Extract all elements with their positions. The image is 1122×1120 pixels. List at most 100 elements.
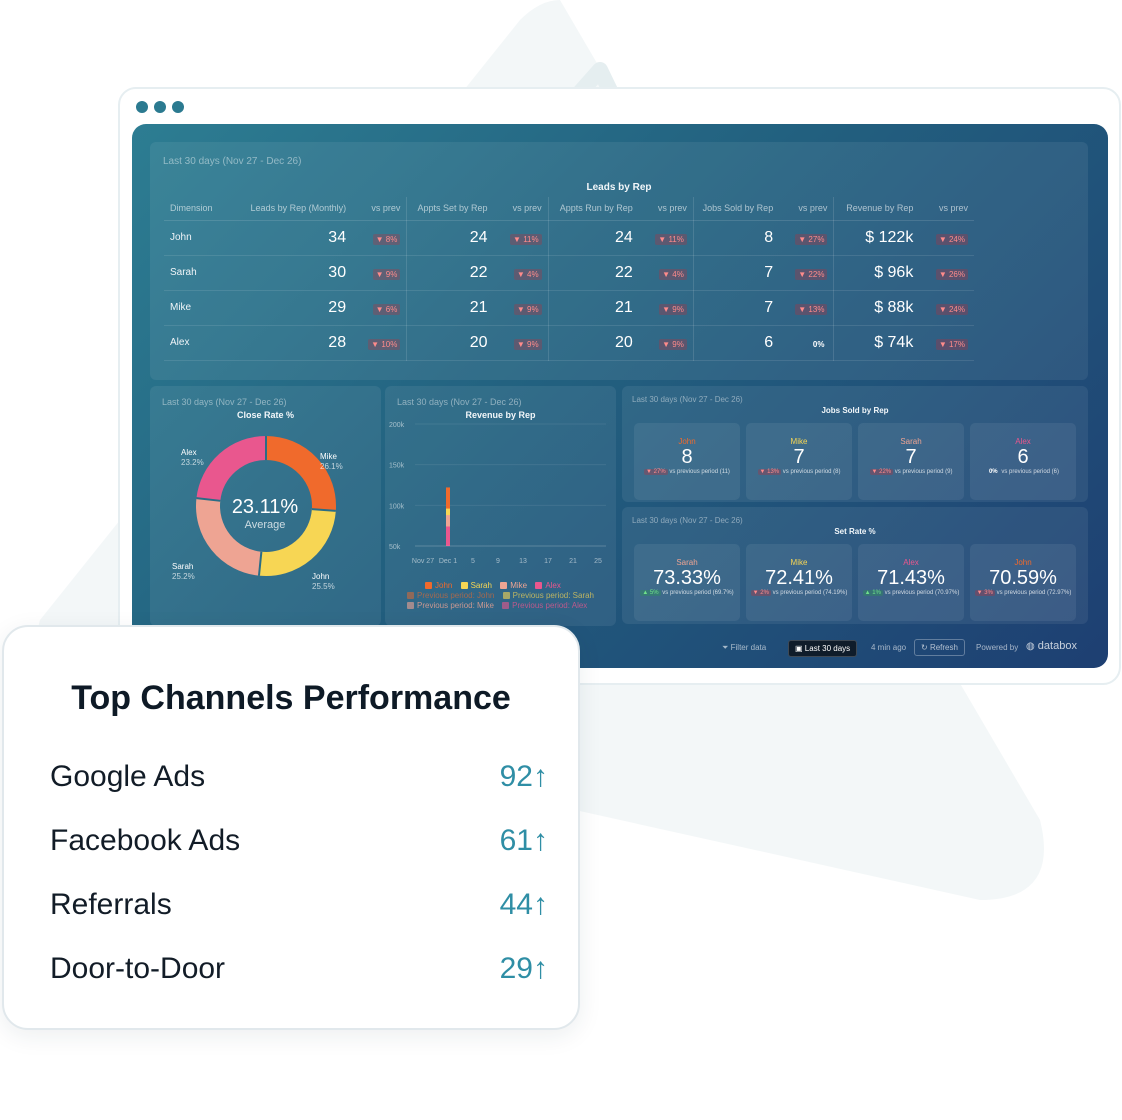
channel-score: 44↑ — [499, 888, 548, 921]
databox-logo[interactable]: ◍ databox — [1026, 640, 1077, 652]
arrow-up-icon: ↑ — [533, 760, 548, 793]
channel-name: Door-to-Door — [50, 952, 226, 985]
kpi-tile[interactable]: Alex 71.43% ▲ 1% vs previous period (70.97… — [858, 544, 964, 621]
column-header[interactable]: Dimension — [164, 197, 239, 221]
period-label: Last 30 days (Nov 27 - Dec 26) — [397, 397, 522, 407]
date-range-button[interactable]: ▣ Last 30 days — [788, 640, 858, 657]
column-header[interactable]: Revenue by Rep — [833, 197, 920, 221]
x-tick-label: 25 — [594, 558, 602, 565]
tile-value: 6 — [1017, 446, 1029, 468]
panel-title: Revenue by Rep — [465, 410, 536, 420]
column-header[interactable]: vs prev — [493, 197, 549, 221]
chart-legend: John Sarah Mike Alex — [425, 581, 567, 591]
kpi-tile[interactable]: Sarah 7 ▼ 22% vs previous period (9) — [858, 423, 964, 500]
window-dot[interactable] — [136, 101, 148, 113]
appts-run-value: 21 — [548, 290, 639, 326]
change-badge: 0% — [812, 339, 825, 349]
x-tick-label: Nov 27 — [412, 558, 434, 565]
refresh-button[interactable]: ↻ Refresh — [914, 639, 965, 656]
column-header[interactable]: Appts Run by Rep — [548, 197, 639, 221]
arrow-up-icon: ↑ — [533, 952, 548, 985]
slice-name: Mike — [320, 452, 337, 461]
tile-note: vs previous period (8) — [782, 469, 841, 475]
donut-slice-john[interactable] — [258, 508, 336, 576]
kpi-tile[interactable]: Mike 7 ▼ 13% vs previous period (8) — [746, 423, 852, 500]
legend-item[interactable]: Previous period: Mike — [407, 601, 494, 610]
channel-score: 61↑ — [499, 824, 548, 857]
channel-score: 92↑ — [499, 760, 548, 793]
panel-title: Close Rate % — [236, 410, 295, 420]
slice-name: Alex — [181, 448, 197, 457]
change-badge: ▼ 9% — [659, 303, 687, 315]
powered-by-label: Powered by — [976, 643, 1019, 652]
tile-value: 73.33% — [653, 567, 721, 589]
slice-label-alex: Alex 23.2% — [181, 448, 204, 468]
column-header[interactable]: Appts Set by Rep — [406, 197, 494, 221]
column-header[interactable]: Jobs Sold by Rep — [693, 197, 780, 221]
column-header[interactable]: Leads by Rep (Monthly) — [238, 197, 353, 221]
tile-value: 72.41% — [765, 567, 833, 589]
updated-time: 4 min ago — [871, 643, 907, 652]
kpi-tile[interactable]: Mike 72.41% ▼ 2% vs previous period (74.19… — [746, 544, 852, 621]
tile-name: Mike — [790, 558, 808, 567]
filter-data-button[interactable]: ⏷ Filter data — [722, 643, 766, 653]
change-badge: ▼ 24% — [935, 233, 968, 245]
kpi-tile[interactable]: Sarah 73.33% ▲ 5% vs previous period (69.7… — [634, 544, 740, 621]
x-tick-label: 9 — [496, 558, 500, 565]
column-header[interactable]: vs prev — [779, 197, 835, 221]
change-badge: ▼ 9% — [372, 268, 401, 280]
table-header-row: Dimension Leads by Rep (Monthly) vs prev… — [164, 197, 974, 221]
channel-name: Google Ads — [50, 760, 206, 793]
tile-value: 71.43% — [877, 567, 945, 589]
list-item: Door-to-Door 29↑ — [50, 952, 548, 992]
column-header[interactable]: vs prev — [352, 197, 408, 221]
slice-pct: 23.2% — [181, 458, 204, 467]
legend-item[interactable]: Sarah — [460, 581, 492, 590]
donut-slice-alex[interactable] — [196, 436, 267, 502]
kpi-tile[interactable]: John 70.59% ▼ 3% vs previous period (72.97… — [970, 544, 1076, 621]
refresh-icon: ↻ — [921, 643, 928, 652]
tile-change: ▼ 22% — [869, 469, 894, 475]
window-dots — [136, 101, 184, 113]
filter-label: Filter data — [730, 643, 767, 652]
donut-slice-mike[interactable] — [265, 436, 336, 511]
x-tick-label: 17 — [544, 558, 552, 565]
column-header[interactable]: vs prev — [919, 197, 974, 221]
tile-note: vs previous period (6) — [1001, 469, 1060, 475]
x-tick-label: 21 — [569, 558, 577, 565]
average-value: 23.11% — [231, 496, 299, 518]
y-tick-label: 150k — [389, 463, 405, 470]
legend-item[interactable]: Alex — [535, 581, 561, 590]
legend-item[interactable]: Previous period: Alex — [502, 601, 587, 610]
arrow-up-icon: ↑ — [533, 824, 548, 857]
tile-name: Sarah — [900, 437, 922, 446]
donut-separator — [257, 551, 263, 576]
appts-set-value: 21 — [406, 290, 494, 326]
jobs-sold-value: 7 — [693, 290, 780, 326]
channel-name: Facebook Ads — [50, 824, 241, 857]
tile-value: 7 — [905, 446, 917, 468]
bar-alex[interactable] — [446, 526, 450, 546]
legend-item[interactable]: John — [425, 581, 452, 590]
y-tick-label: 100k — [389, 503, 405, 510]
panel-title: Jobs Sold by Rep — [821, 406, 889, 415]
leads-table: Dimension Leads by Rep (Monthly) vs prev… — [164, 197, 974, 361]
window-dot[interactable] — [172, 101, 184, 113]
list-item: Google Ads 92↑ — [50, 760, 548, 800]
legend-item[interactable]: Mike — [500, 581, 527, 590]
donut-separator — [311, 508, 336, 512]
top-channels-card: Top Channels Performance Google Ads 92↑ … — [2, 625, 580, 1030]
donut-slice-sarah[interactable] — [196, 498, 262, 576]
change-badge: ▼ 13% — [795, 303, 828, 315]
kpi-tile[interactable]: Alex 6 0% vs previous period (6) — [970, 423, 1076, 500]
table-row: John 34 ▼ 8% 24 ▼ 11% 24 ▼ 11% 8 ▼ 27% $… — [164, 220, 974, 256]
column-header[interactable]: vs prev — [638, 197, 694, 221]
window-dot[interactable] — [154, 101, 166, 113]
close-rate-panel: Last 30 days (Nov 27 - Dec 26) Close Rat… — [150, 386, 381, 626]
channel-score: 29↑ — [499, 952, 548, 985]
calendar-icon: ▣ — [795, 644, 803, 653]
change-badge: ▼ 4% — [659, 268, 687, 280]
kpi-tile[interactable]: John 8 ▼ 27% vs previous period (11) — [634, 423, 740, 500]
legend-item[interactable]: Previous period: Sarah — [502, 591, 594, 600]
legend-item[interactable]: Previous period: John — [407, 591, 494, 600]
